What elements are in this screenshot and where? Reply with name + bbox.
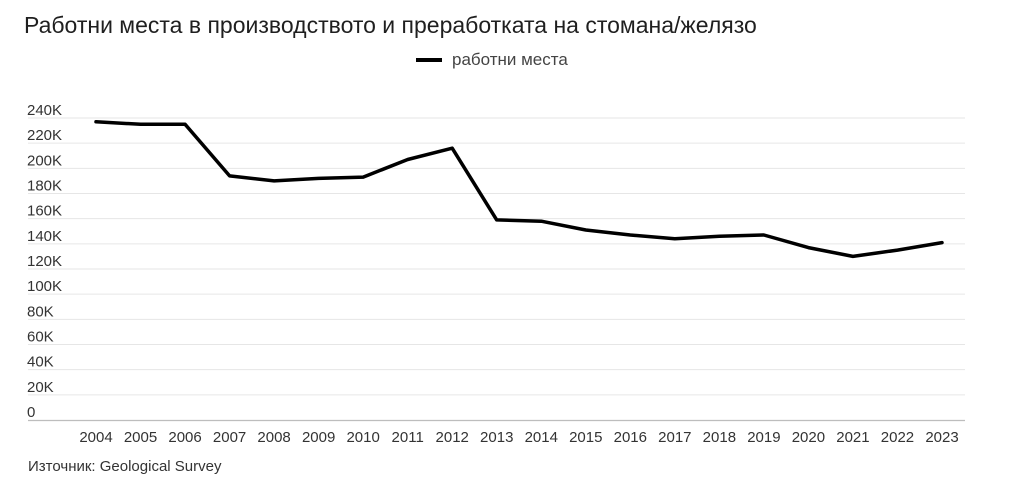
legend-label: работни места: [452, 50, 568, 69]
x-tick-label: 2004: [79, 429, 112, 446]
x-tick-label: 2008: [257, 429, 290, 446]
y-tick-label: 120K: [27, 253, 62, 270]
legend-swatch: [416, 58, 442, 62]
x-tick-label: 2018: [703, 429, 736, 446]
x-tick-label: 2012: [436, 429, 469, 446]
series-line-rabotni-mesta: [94, 120, 944, 259]
x-tick-label: 2007: [213, 429, 246, 446]
x-tick-label: 2016: [614, 429, 647, 446]
x-tick-label: 2022: [881, 429, 914, 446]
x-tick-label: 2015: [569, 429, 602, 446]
x-tick-label: 2023: [925, 429, 958, 446]
x-tick-label: 2006: [168, 429, 201, 446]
y-tick-label: 160K: [27, 203, 62, 220]
y-tick-label: 60K: [27, 329, 54, 346]
y-tick-label: 200K: [27, 152, 62, 169]
y-tick-label: 180K: [27, 178, 62, 195]
x-tick-label: 2021: [836, 429, 869, 446]
x-tick-label: 2017: [658, 429, 691, 446]
x-axis-labels: 2004 2005 2006 2007 2008 2009 2010 2011 2012 2013…: [79, 429, 958, 446]
y-tick-label: 20K: [27, 379, 54, 396]
y-tick-label: 220K: [27, 127, 62, 144]
x-tick-label: 2020: [792, 429, 825, 446]
grid-lines: [28, 117, 965, 396]
x-tick-label: 2005: [124, 429, 157, 446]
x-tick-label: 2010: [346, 429, 379, 446]
y-tick-label: 240K: [27, 102, 62, 119]
y-axis-labels: 0 20K 40K 60K 80K 100K 120K 140K 160K 180K 200K 220…: [27, 102, 62, 421]
y-tick-label: 80K: [27, 303, 54, 320]
x-tick-label: 2014: [525, 429, 558, 446]
x-tick-label: 2019: [747, 429, 780, 446]
x-tick-label: 2013: [480, 429, 513, 446]
y-tick-label: 140K: [27, 228, 62, 245]
x-tick-label: 2009: [302, 429, 335, 446]
source-note: Източник: Geological Survey: [28, 458, 222, 475]
x-tick-label: 2011: [392, 429, 424, 446]
y-tick-label: 40K: [27, 354, 54, 371]
legend: работни места: [416, 49, 568, 71]
y-tick-label: 100K: [27, 278, 62, 295]
y-tick-label: 0: [27, 404, 35, 421]
chart-title: Работни места в производството и прерабо…: [24, 12, 757, 38]
